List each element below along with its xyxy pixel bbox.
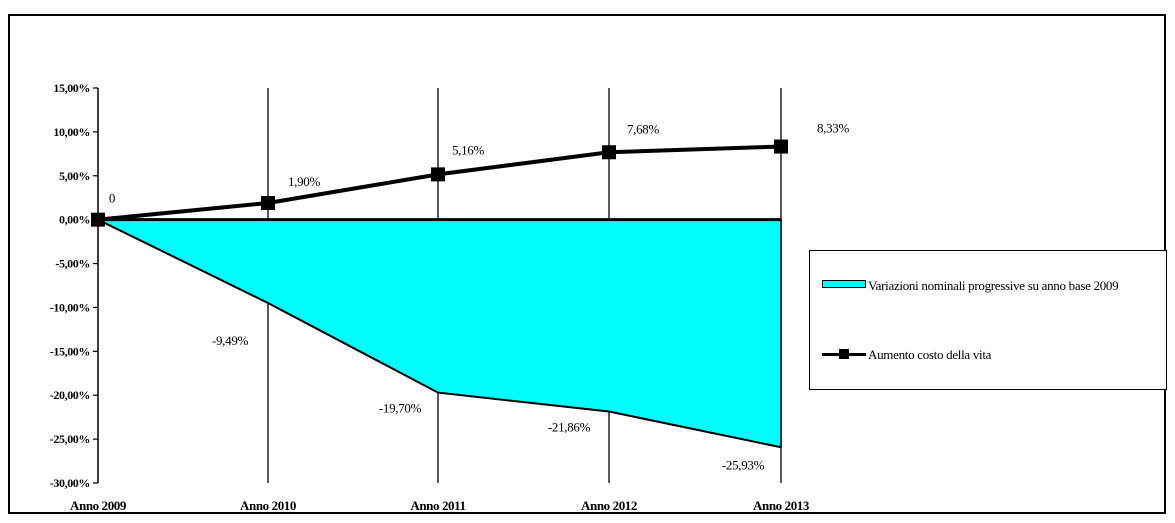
y-tick-label: -25,00% bbox=[50, 432, 90, 446]
line-data-label: 1,90% bbox=[288, 174, 321, 189]
line-data-label: 5,16% bbox=[452, 142, 485, 157]
area-data-label: -21,86% bbox=[548, 420, 591, 435]
y-tick-label: -15,00% bbox=[50, 344, 90, 358]
line-data-label: 7,68% bbox=[627, 121, 660, 136]
line-series-path bbox=[97, 144, 782, 222]
y-tick-label: 10,00% bbox=[53, 125, 90, 139]
legend-item-area: Variazioni nominali progressive su anno … bbox=[822, 278, 1128, 293]
x-tick-label: Anno 2009 bbox=[70, 498, 127, 513]
line-data-label: 0 bbox=[109, 191, 115, 206]
area-data-label: -19,70% bbox=[379, 401, 422, 416]
legend-swatch-line bbox=[822, 347, 866, 362]
legend-label-line: Aumento costo della vita bbox=[868, 347, 992, 362]
legend: Variazioni nominali progressive su anno … bbox=[809, 250, 1167, 390]
area-data-label: -25,93% bbox=[722, 457, 765, 472]
legend-item-line: Aumento costo della vita bbox=[822, 347, 1128, 362]
line-series-marker bbox=[91, 212, 105, 227]
line-series-marker bbox=[774, 139, 788, 154]
area-series-edge bbox=[97, 218, 782, 449]
line-series-marker bbox=[261, 195, 275, 210]
legend-swatch-area bbox=[822, 280, 866, 288]
legend-label-area: Variazioni nominali progressive su anno … bbox=[868, 278, 1119, 293]
line-series-marker bbox=[431, 167, 445, 182]
y-tick-label: 5,00% bbox=[59, 169, 90, 183]
line-series-marker bbox=[602, 145, 616, 160]
y-tick-label: -30,00% bbox=[50, 476, 90, 490]
x-tick-label: Anno 2010 bbox=[240, 498, 296, 513]
x-tick-label: Anno 2012 bbox=[581, 498, 637, 513]
area-data-label: -9,49% bbox=[212, 333, 249, 348]
y-tick-label: -10,00% bbox=[50, 300, 90, 314]
y-tick-label: 15,00% bbox=[53, 81, 90, 95]
y-tick-label: -20,00% bbox=[50, 388, 90, 402]
line-data-label: 8,33% bbox=[817, 121, 850, 136]
x-tick-label: Anno 2011 bbox=[410, 498, 465, 513]
x-tick-label: Anno 2013 bbox=[753, 498, 810, 513]
y-tick-label: -5,00% bbox=[55, 257, 90, 271]
y-tick-label: 0,00% bbox=[59, 213, 90, 227]
area-series-fill bbox=[97, 219, 782, 449]
